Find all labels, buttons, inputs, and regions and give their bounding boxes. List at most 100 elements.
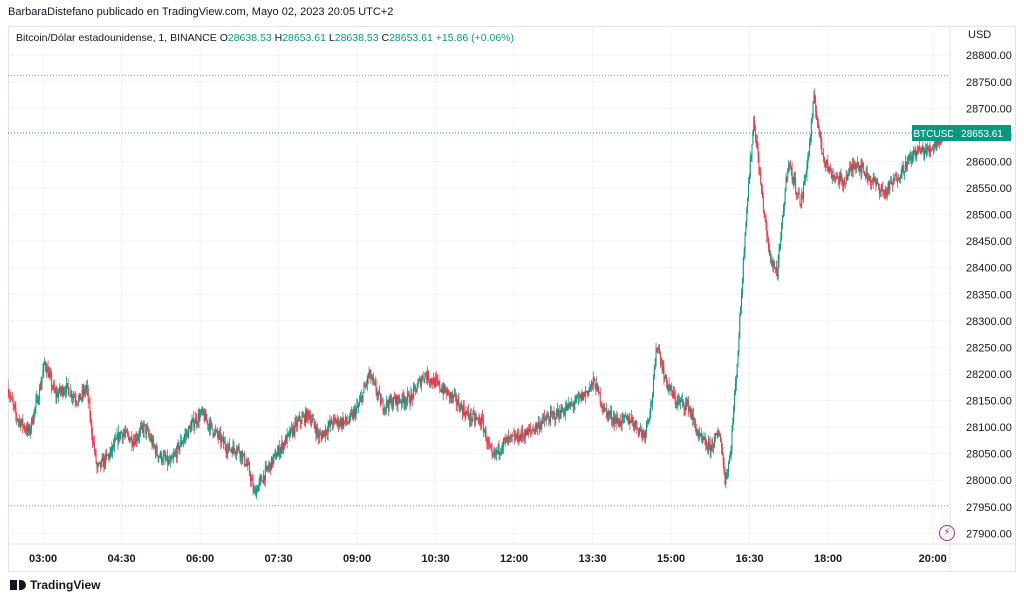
candle-body <box>926 146 928 151</box>
candle-body <box>646 421 648 423</box>
candle-body <box>805 174 807 176</box>
candle-body <box>194 423 196 428</box>
candle-body <box>668 384 670 391</box>
lightning-icon[interactable]: ⚡ <box>939 525 955 541</box>
price-chart[interactable]: 27900.00 27950.00 28000.00 28050.00 28100.00… <box>8 26 1016 572</box>
candle-body <box>783 205 785 211</box>
candle-body <box>242 454 244 460</box>
candle-body <box>385 407 387 408</box>
candle-body <box>203 414 205 421</box>
candle-body <box>243 453 244 455</box>
candle-body <box>726 472 728 477</box>
candle-body <box>333 417 335 419</box>
candle-body <box>371 379 373 380</box>
candle-body <box>671 386 673 392</box>
candle-body <box>516 436 518 439</box>
candle-body <box>776 270 778 277</box>
candle-body <box>229 449 231 451</box>
candle-body <box>442 389 444 394</box>
candle-body <box>85 389 87 393</box>
candle-body <box>584 391 586 397</box>
candle-body <box>78 398 80 404</box>
candle-body <box>869 175 871 178</box>
candle-body <box>265 466 267 468</box>
candle-body <box>790 167 792 169</box>
candle-body <box>723 462 725 474</box>
y-tick-label: 28400.00 <box>966 263 1012 275</box>
candle-body <box>900 175 902 178</box>
candle-body <box>184 434 186 438</box>
candle-body <box>273 454 275 458</box>
candle-body <box>190 424 192 432</box>
candle-body <box>337 418 339 422</box>
candle-body <box>499 451 501 454</box>
candle-body <box>728 458 730 464</box>
candle-body <box>722 454 724 463</box>
candle-body <box>352 412 354 419</box>
candle-body <box>856 164 858 166</box>
candle-body <box>849 167 851 170</box>
candle-body <box>303 415 305 417</box>
candle-body <box>239 452 241 458</box>
candle-body <box>469 412 471 421</box>
candle-body <box>164 454 166 459</box>
candle-body <box>413 387 415 399</box>
candle-body <box>318 432 320 438</box>
candle-body <box>766 223 768 237</box>
candle-body <box>72 395 74 398</box>
tradingview-brand[interactable]: TradingView <box>10 578 100 592</box>
candle-body <box>758 157 760 173</box>
candle-body <box>843 180 845 186</box>
candle-body <box>229 443 231 450</box>
candle-body <box>418 380 420 384</box>
candle-body <box>691 414 693 420</box>
candle-body <box>448 391 450 398</box>
candle-body <box>686 403 688 404</box>
candle-body <box>506 437 508 443</box>
candle-body <box>523 435 525 439</box>
candle-body <box>126 430 128 433</box>
candle-body <box>481 416 483 421</box>
candle-body <box>844 183 846 185</box>
candle-body <box>461 407 463 415</box>
candle-body <box>51 375 53 387</box>
candle-body <box>120 432 122 434</box>
candle-body <box>588 389 590 394</box>
candle-body <box>308 412 310 418</box>
candle-body <box>669 388 671 391</box>
candle-body <box>734 392 736 408</box>
candle-body <box>468 417 470 421</box>
candle-body <box>281 442 283 448</box>
candle-body <box>818 126 820 130</box>
candle-body <box>270 463 272 470</box>
candle-body <box>923 150 925 157</box>
candle-body <box>130 437 132 440</box>
candle-body <box>843 180 845 184</box>
candle-body <box>633 426 635 428</box>
candle-body <box>158 456 160 459</box>
candle-body <box>915 150 917 156</box>
candle-body <box>599 392 601 404</box>
candle-body <box>590 385 592 389</box>
candle-body <box>876 181 878 185</box>
candle-body <box>13 404 15 407</box>
candle-body <box>603 408 605 412</box>
candle-body <box>542 416 544 422</box>
candle-body <box>462 406 464 415</box>
candle-body <box>809 137 811 143</box>
candle-body <box>156 447 158 456</box>
candle-body <box>66 383 68 384</box>
candle-body <box>384 407 386 412</box>
candle-body <box>735 377 737 384</box>
candle-body <box>32 420 34 424</box>
candle-body <box>748 176 750 184</box>
candle-body <box>396 395 398 406</box>
candle-body <box>340 419 342 427</box>
candle-body <box>301 416 303 424</box>
candle-body <box>870 175 872 184</box>
candle-body <box>9 395 11 397</box>
candle-body <box>475 417 477 422</box>
candle-body <box>367 376 369 378</box>
candle-body <box>745 222 747 236</box>
candle-body <box>721 447 723 455</box>
